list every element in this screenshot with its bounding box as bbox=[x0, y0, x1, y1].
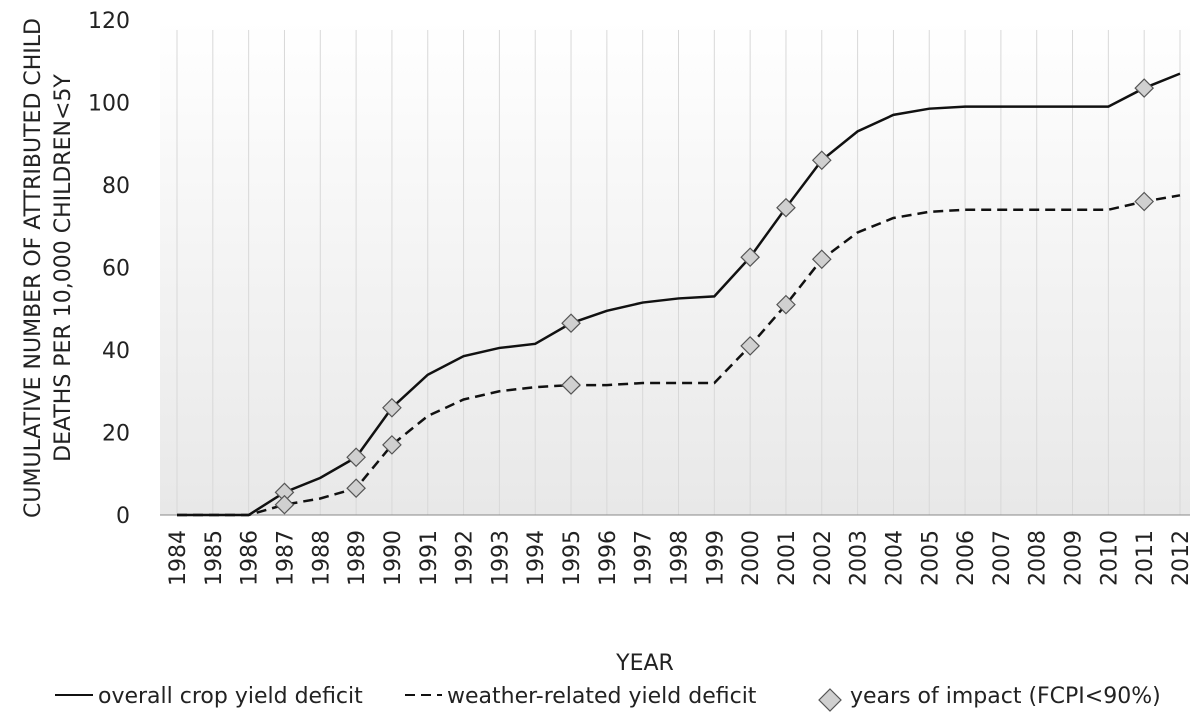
x-tick-label: 2002 bbox=[811, 530, 836, 586]
legend-swatch bbox=[818, 688, 842, 712]
x-tick-label: 1994 bbox=[524, 530, 549, 586]
x-tick-label: 1995 bbox=[560, 530, 585, 586]
y-tick-label: 80 bbox=[102, 174, 130, 199]
x-tick-label: 2010 bbox=[1097, 530, 1122, 586]
impact-marker bbox=[274, 494, 295, 515]
x-tick-label: 1993 bbox=[488, 530, 513, 586]
y-tick-label: 20 bbox=[102, 422, 130, 447]
impact-marker bbox=[561, 375, 581, 395]
x-tick-label: 1987 bbox=[273, 530, 298, 586]
x-tick-label: 1996 bbox=[596, 530, 621, 586]
x-tick-label: 2003 bbox=[847, 530, 872, 586]
impact-marker bbox=[561, 313, 581, 334]
legend-label: weather-related yield deficit bbox=[447, 684, 757, 709]
impact-marker bbox=[811, 150, 832, 171]
legend-label: overall crop yield deficit bbox=[98, 684, 363, 709]
y-axis-title-line: DEATHS PER 10,000 CHILDREN<5Y bbox=[51, 74, 76, 462]
impact-marker bbox=[811, 249, 832, 270]
x-tick-label: 1991 bbox=[417, 530, 442, 586]
impact-marker bbox=[382, 435, 402, 455]
y-tick-label: 40 bbox=[102, 339, 130, 364]
x-tick-label: 1997 bbox=[632, 530, 657, 586]
impact-marker bbox=[740, 247, 760, 268]
y-tick-label: 60 bbox=[102, 257, 130, 282]
x-tick-label: 2004 bbox=[882, 530, 907, 586]
x-tick-label: 1999 bbox=[703, 530, 728, 586]
impact-marker bbox=[382, 397, 402, 418]
y-tick-label: 100 bbox=[88, 92, 130, 117]
impact-marker bbox=[776, 294, 796, 315]
x-tick-label: 2005 bbox=[918, 530, 943, 586]
x-tick-label: 2011 bbox=[1133, 530, 1158, 586]
impact-marker bbox=[1134, 191, 1155, 212]
y-tick-label: 120 bbox=[88, 9, 130, 34]
x-tick-label: 1988 bbox=[309, 530, 334, 586]
plot-background bbox=[160, 20, 1190, 515]
series-line bbox=[177, 72, 1181, 517]
x-tick-label: 1986 bbox=[238, 530, 263, 586]
x-tick-label: 1984 bbox=[166, 530, 191, 586]
x-tick-label: 2000 bbox=[739, 530, 764, 586]
y-axis-title: CUMULATIVE NUMBER OF ATTRIBUTED CHILD DE… bbox=[21, 18, 76, 518]
x-tick-label: 2006 bbox=[954, 530, 979, 586]
y-tick-label: 0 bbox=[116, 504, 130, 529]
impact-marker bbox=[776, 197, 796, 218]
x-tick-label: 1990 bbox=[381, 530, 406, 586]
x-tick-label: 2007 bbox=[990, 530, 1015, 586]
x-tick-label: 1998 bbox=[668, 530, 693, 586]
impact-marker bbox=[1134, 78, 1155, 98]
x-tick-label: 1992 bbox=[453, 530, 478, 586]
x-tick-label: 1985 bbox=[202, 530, 227, 586]
x-tick-label: 2009 bbox=[1062, 530, 1087, 586]
impact-marker bbox=[346, 447, 366, 468]
impact-marker bbox=[740, 336, 760, 356]
x-tick-label: 1989 bbox=[345, 530, 370, 586]
x-tick-label: 2008 bbox=[1026, 530, 1051, 586]
impact-marker bbox=[346, 478, 366, 499]
x-axis-title: YEAR bbox=[615, 651, 674, 676]
x-tick-label: 2001 bbox=[775, 530, 800, 586]
x-tick-label: 2012 bbox=[1169, 530, 1194, 586]
legend-label: years of impact (FCPI<90%) bbox=[850, 684, 1161, 709]
y-axis-title-line: CUMULATIVE NUMBER OF ATTRIBUTED CHILD bbox=[21, 18, 46, 518]
